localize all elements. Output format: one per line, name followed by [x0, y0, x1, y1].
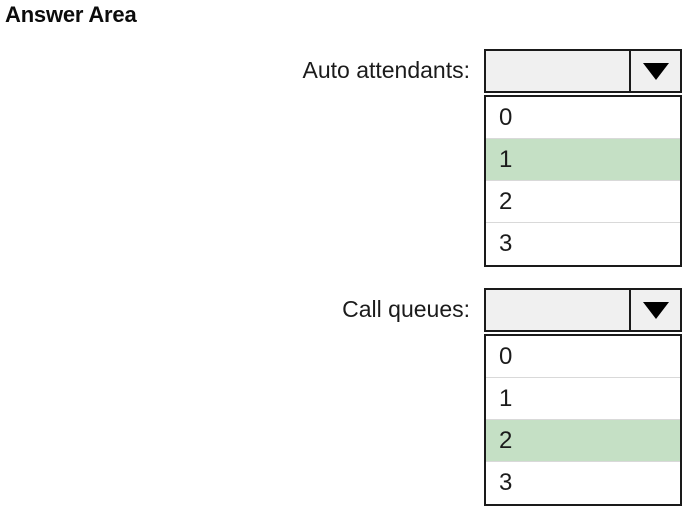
combobox-auto-attendants[interactable] [484, 49, 682, 93]
field-label-auto-attendants: Auto attendants: [302, 57, 470, 83]
field-label-call-queues: Call queues: [342, 296, 470, 322]
field-call-queues: Call queues: [0, 288, 470, 330]
page-title: Answer Area [5, 2, 137, 27]
combobox-value-call-queues[interactable] [486, 290, 629, 330]
option-item[interactable]: 0 [486, 97, 680, 139]
combobox-arrow-button-auto-attendants[interactable] [629, 51, 680, 91]
option-list-call-queues[interactable]: 0 1 2 3 [484, 334, 682, 506]
option-item[interactable]: 2 [486, 420, 680, 462]
option-item[interactable]: 3 [486, 462, 680, 504]
option-item[interactable]: 3 [486, 223, 680, 265]
combobox-call-queues[interactable] [484, 288, 682, 332]
combobox-arrow-button-call-queues[interactable] [629, 290, 680, 330]
option-item[interactable]: 1 [486, 139, 680, 181]
chevron-down-icon [642, 62, 669, 80]
field-auto-attendants: Auto attendants: [0, 49, 470, 91]
option-item[interactable]: 1 [486, 378, 680, 420]
combobox-value-auto-attendants[interactable] [486, 51, 629, 91]
option-item[interactable]: 0 [486, 336, 680, 378]
option-item[interactable]: 2 [486, 181, 680, 223]
chevron-down-icon [642, 301, 669, 319]
option-list-auto-attendants[interactable]: 0 1 2 3 [484, 95, 682, 267]
